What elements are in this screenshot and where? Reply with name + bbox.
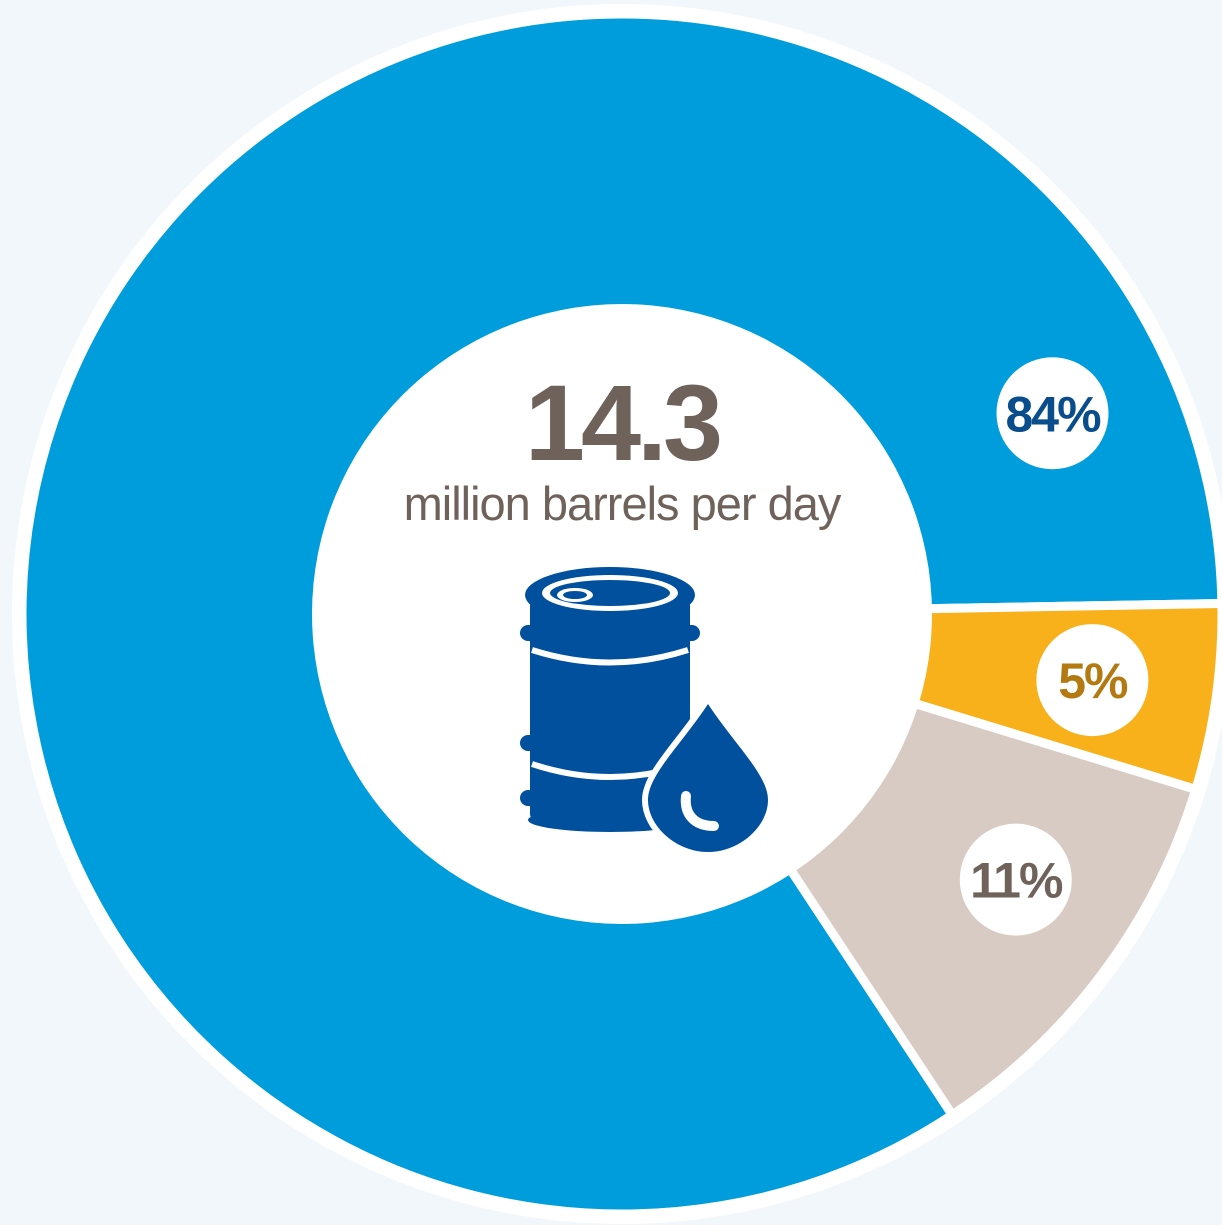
slice-label-bubble — [959, 823, 1072, 936]
center-unit-label: million barrels per day — [404, 477, 842, 530]
slice-label: 5% — [1058, 653, 1128, 709]
slice-label-bubble — [996, 357, 1109, 470]
oil-barrel-with-drop-icon — [520, 567, 775, 859]
center-value: 14.3 — [525, 362, 720, 483]
slice-label: 11% — [970, 853, 1063, 909]
slice-label: 84% — [1005, 386, 1101, 442]
slice-label-bubble — [1036, 624, 1149, 737]
slice-labels: 84% 5% 11% — [959, 357, 1149, 936]
